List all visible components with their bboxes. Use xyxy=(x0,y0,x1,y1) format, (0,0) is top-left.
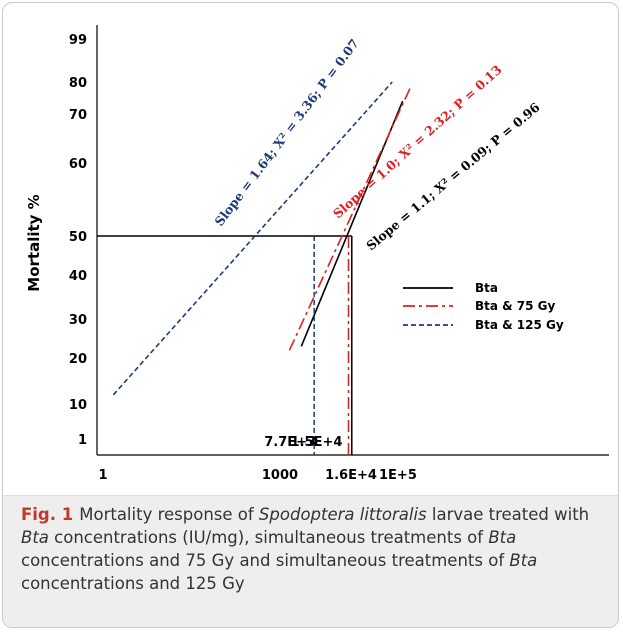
caption-agent-1: Bta xyxy=(21,528,49,547)
y-axis-label: Mortality % xyxy=(25,194,43,291)
y-tick-label: 80 xyxy=(69,76,87,91)
lc50-value-label: 7.7E+3 xyxy=(264,435,316,450)
caption-text-5: concentrations and 125 Gy xyxy=(21,574,245,593)
figure-label: Fig. 1 xyxy=(21,505,74,524)
x-tick-label: 1000 xyxy=(262,468,298,483)
caption-species: Spodoptera littoralis xyxy=(258,505,427,524)
caption-background xyxy=(3,495,618,627)
legend-label: Bta & 125 Gy xyxy=(475,318,564,332)
y-tick-label: 10 xyxy=(69,398,87,413)
series-line-0 xyxy=(300,100,404,347)
series-line-2 xyxy=(112,81,393,396)
series-line-1 xyxy=(288,88,411,351)
caption-text-4: concentrations and 75 Gy and simultaneou… xyxy=(21,551,510,570)
y-tick-label: 40 xyxy=(69,269,87,284)
slope-annotation: Slope = 1.1; X² = 0.09; P = 0.96 xyxy=(363,99,543,253)
x-tick-label: 1E+5 xyxy=(379,468,417,483)
y-tick-label: 20 xyxy=(69,352,87,367)
y-tick-label: 99 xyxy=(69,33,87,48)
legend-label: Bta & 75 Gy xyxy=(475,299,556,313)
mortality-chart: 1102030405060708099110001.6E+41E+5Concen… xyxy=(25,25,609,483)
x-tick-label: 1.6E+4 xyxy=(325,468,377,483)
legend-label: Bta xyxy=(475,281,498,295)
y-tick-label: 70 xyxy=(69,108,87,123)
x-tick-label: 1 xyxy=(98,468,107,483)
caption-text-2: larvae treated with xyxy=(426,505,590,524)
caption-agent-2: Bta xyxy=(488,528,517,547)
figure-caption: Fig. 1 Mortality response of Spodoptera l… xyxy=(21,503,611,595)
y-tick-label: 50 xyxy=(69,230,87,245)
caption-text-3: concentrations (IU/mg), simultaneous tre… xyxy=(48,528,489,547)
y-tick-label: 30 xyxy=(69,313,87,328)
caption-agent-3: Bta xyxy=(509,551,538,570)
y-tick-label: 1 xyxy=(78,433,87,448)
lc50-value-label: 1.5E+4 xyxy=(291,435,343,450)
y-tick-label: 60 xyxy=(69,157,87,172)
caption-text-1: Mortality response of xyxy=(79,505,259,524)
